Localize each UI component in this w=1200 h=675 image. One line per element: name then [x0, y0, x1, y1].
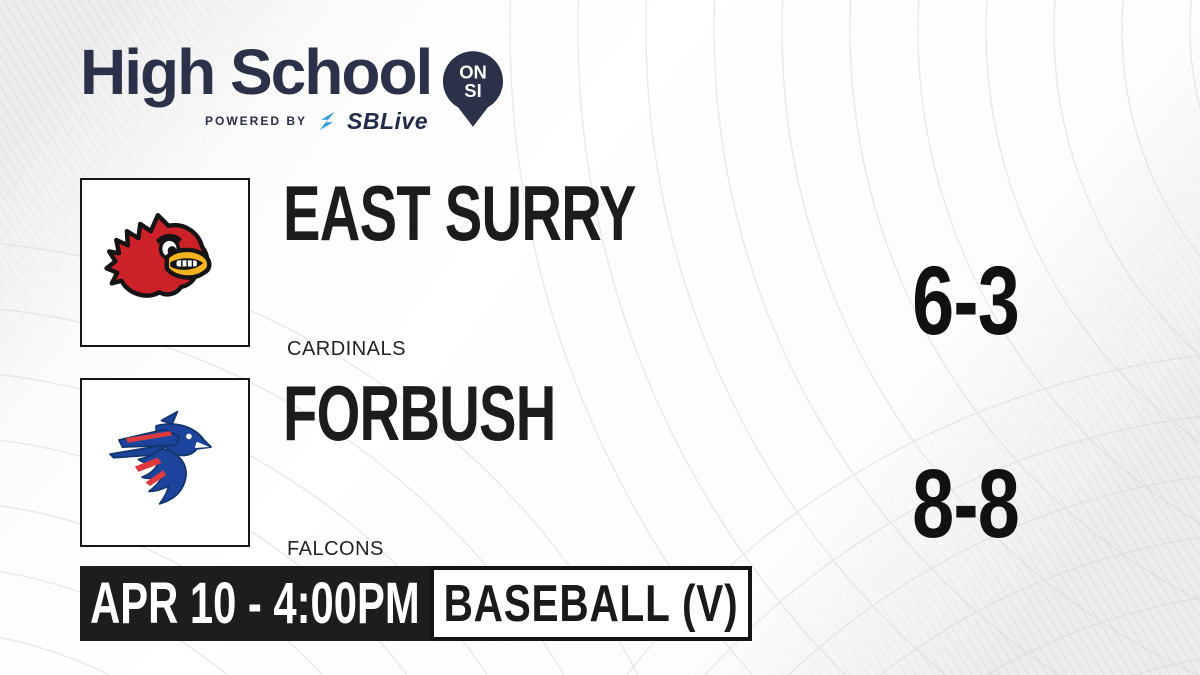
- powered-by-label: POWERED BY: [205, 114, 308, 128]
- team-logo-box: [80, 378, 250, 547]
- team-logo-box: [80, 178, 250, 347]
- sblive-bolt-icon: [319, 111, 335, 131]
- team-mascot: FALCONS: [287, 538, 384, 560]
- team-record: 8-8: [858, 455, 1074, 552]
- team-name: FORBUSH: [283, 374, 662, 452]
- team-name-text: EAST SURRY: [283, 169, 636, 257]
- high-school-logo-text: High School: [80, 36, 433, 108]
- event-sport-box: BASEBALL (V): [430, 566, 752, 641]
- falcon-head-logo: [109, 410, 212, 505]
- team-record-text: 6-3: [912, 246, 1020, 355]
- sblive-wordmark: SBLive: [347, 107, 428, 134]
- team-name: EAST SURRY: [283, 174, 773, 252]
- pin-text-on: ON: [459, 61, 487, 82]
- event-sport-text: BASEBALL (V): [443, 574, 739, 633]
- event-datetime-bar: APR 10 - 4:00PM: [80, 566, 430, 641]
- team-record-text: 8-8: [912, 449, 1020, 558]
- cardinal-head-logo: [104, 212, 212, 298]
- event-datetime-text: APR 10 - 4:00PM: [90, 570, 420, 636]
- team-name-text: FORBUSH: [283, 369, 556, 457]
- team-record: 6-3: [858, 252, 1074, 349]
- on-si-pin-icon: ON SI: [442, 51, 504, 127]
- powered-by-row: POWERED BY SBLive: [205, 108, 428, 134]
- pin-text-si: SI: [464, 80, 481, 101]
- team-mascot: CARDINALS: [287, 338, 406, 360]
